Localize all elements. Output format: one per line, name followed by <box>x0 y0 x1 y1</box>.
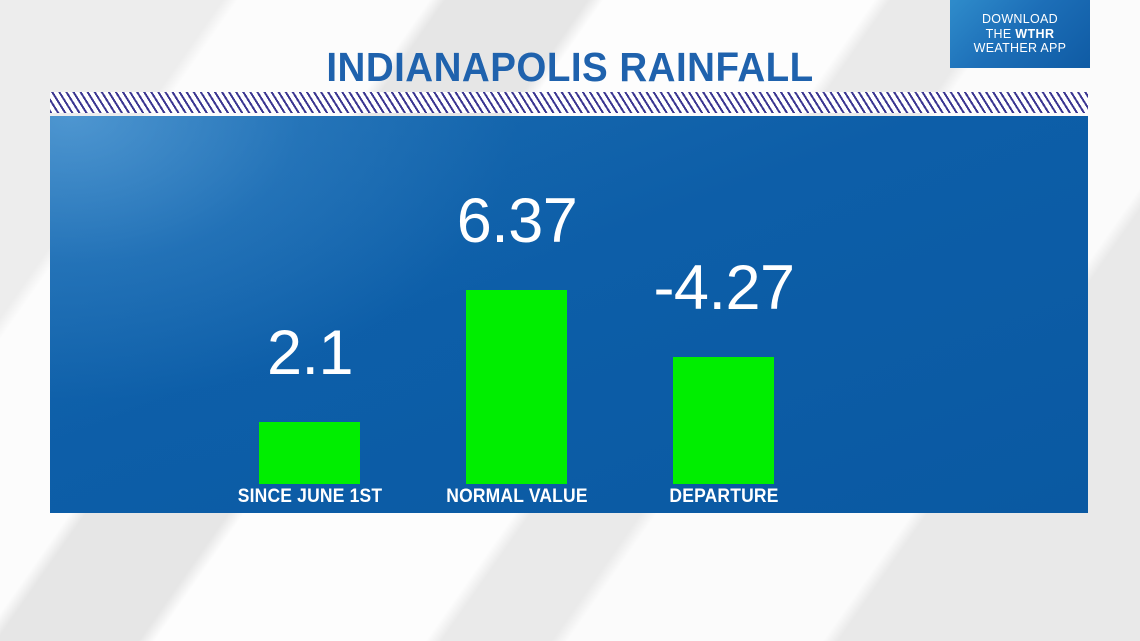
bar-category-label: DEPARTURE <box>669 486 779 507</box>
badge-line-three: WEATHER APP <box>973 41 1067 56</box>
bar-value-label: 6.37 <box>456 186 578 256</box>
bar-rect <box>259 422 360 484</box>
bar-value-label: -4.27 <box>653 253 795 323</box>
bar-category-label: NORMAL VALUE <box>446 486 588 507</box>
page-title: INDIANAPOLIS RAINFALL <box>326 44 814 90</box>
bar-rect <box>466 290 567 484</box>
badge-line-two-prefix: THE <box>985 26 1016 41</box>
bar-rect <box>673 357 774 484</box>
striped-divider <box>50 92 1088 113</box>
bar-category-label: SINCE JUNE 1ST <box>237 486 383 507</box>
wthr-app-download-badge[interactable]: DOWNLOAD THE WTHR WEATHER APP <box>950 0 1090 68</box>
badge-line-one: DOWNLOAD <box>981 11 1058 26</box>
badge-brand-wthr: WTHR <box>1015 26 1055 41</box>
badge-line-two: THE WTHR <box>986 27 1055 42</box>
bar-value-label: 2.1 <box>266 318 354 388</box>
rainfall-bar-chart: 2.1 SINCE JUNE 1ST 6.37 NORMAL VALUE -4.… <box>50 116 1088 513</box>
